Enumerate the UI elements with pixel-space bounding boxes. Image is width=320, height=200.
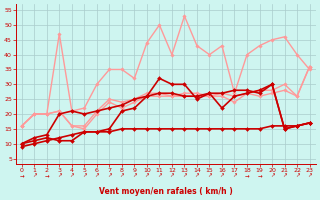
X-axis label: Vent moyen/en rafales ( km/h ): Vent moyen/en rafales ( km/h ) bbox=[99, 187, 233, 196]
